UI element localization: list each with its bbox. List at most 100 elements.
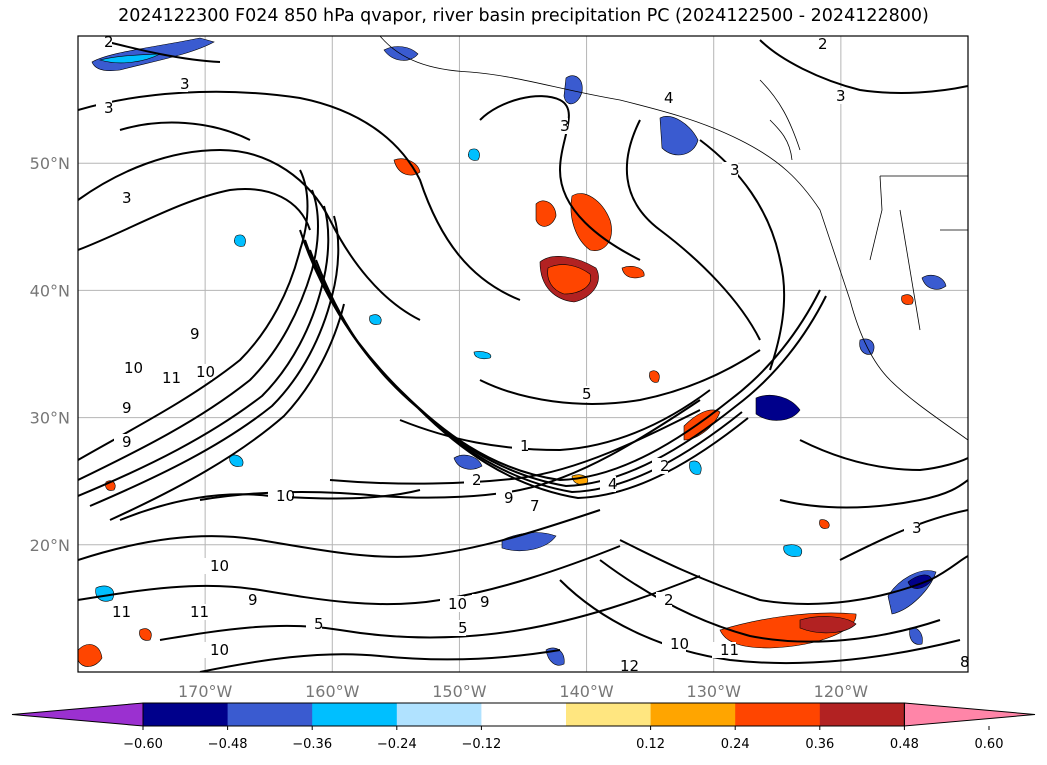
contour-label: 9 xyxy=(190,325,200,343)
contour-label: 7 xyxy=(530,497,540,515)
contour-label-bg xyxy=(104,604,128,620)
contour-label: 9 xyxy=(480,593,490,611)
contour-label: 2 xyxy=(664,591,674,609)
lon-tick-label: 150°W xyxy=(432,682,487,701)
colorbar-tick-label: 0.24 xyxy=(721,737,750,752)
colorbar-extend-low xyxy=(11,702,144,727)
contour-label: 10 xyxy=(448,595,467,613)
contour-label: 10 xyxy=(670,635,689,653)
contour-label-bg xyxy=(464,472,480,488)
contour-label-bg xyxy=(574,386,590,402)
contour-label-bg xyxy=(512,438,528,454)
colorbar-segment xyxy=(143,703,229,726)
contour-label: 8 xyxy=(960,653,970,671)
contour-label-bg xyxy=(600,476,616,492)
contour-label: 3 xyxy=(122,189,132,207)
colorbar-segment xyxy=(735,703,821,726)
contour-label-bg xyxy=(116,360,140,376)
colorbar-tick-label: 0.48 xyxy=(890,737,919,752)
colorbar-segment xyxy=(819,703,905,726)
colorbar-tick-label: 0.60 xyxy=(975,737,1004,752)
lon-tick-label: 170°W xyxy=(178,682,233,701)
colorbar: −0.60 −0.48 −0.36 −0.24 −0.12 0.12 0.24 0.36 0.4… xyxy=(11,702,1036,752)
lat-tick-label: 50°N xyxy=(30,154,70,173)
map-frame xyxy=(77,35,969,673)
colorbar-segment xyxy=(566,703,652,726)
colorbar-segment xyxy=(481,703,567,726)
contour-label: 5 xyxy=(458,619,468,637)
contour-label-bg xyxy=(522,498,538,514)
contour-label-bg xyxy=(182,604,206,620)
colorbar-tick-label: 0.36 xyxy=(805,737,834,752)
contour-label-bg xyxy=(202,558,226,574)
contour-label: 4 xyxy=(608,475,618,493)
contour-label-bg xyxy=(472,594,488,610)
contour-label-bg xyxy=(810,36,826,52)
contour-label-bg xyxy=(188,364,212,380)
lon-tick-label: 130°W xyxy=(687,682,742,701)
contour-label-bg xyxy=(662,636,686,652)
colorbar-extend-high xyxy=(903,702,1036,727)
contour-label-bg xyxy=(952,654,968,670)
contour-label-bg xyxy=(656,90,672,106)
contour-label-bg xyxy=(202,642,226,658)
lon-tick-label: 120°W xyxy=(814,682,869,701)
contour-label: 3 xyxy=(730,161,740,179)
colorbar-tick-label: −0.60 xyxy=(123,737,163,752)
contour-label: 3 xyxy=(912,519,922,537)
colorbar-segment xyxy=(227,703,313,726)
contour-label: 10 xyxy=(210,641,229,659)
contour-label: 12 xyxy=(620,657,639,675)
contour-label-bg xyxy=(96,100,112,116)
contour-label-bg xyxy=(828,88,844,104)
contour-label-bg xyxy=(240,592,256,608)
colorbar-segment xyxy=(650,703,736,726)
contour-label: 9 xyxy=(248,591,258,609)
contour-label: 10 xyxy=(210,557,229,575)
contour-label: 2 xyxy=(818,35,828,53)
contour-label: 2 xyxy=(660,457,670,475)
contour-label-bg xyxy=(904,520,920,536)
contour-label: 2 xyxy=(104,33,114,51)
contour-label-bg xyxy=(722,162,738,178)
contour-label: 2 xyxy=(472,471,482,489)
contour-label-bg xyxy=(440,596,464,612)
contour-label-bg xyxy=(96,36,112,50)
colorbar-tick-label: −0.48 xyxy=(208,737,248,752)
contour-label-bg xyxy=(114,434,130,450)
contour-label: 11 xyxy=(162,369,181,387)
contour-label-bg xyxy=(306,616,322,632)
contour-label-bg xyxy=(712,642,736,658)
contour-label-bg xyxy=(182,326,198,342)
contour-label-bg xyxy=(172,76,188,92)
colorbar-segment xyxy=(312,703,398,726)
qvapor-contours xyxy=(78,39,968,672)
colorbar-tick-label: 0.12 xyxy=(636,737,665,752)
contour-label: 4 xyxy=(664,89,674,107)
latitude-tick-labels: 50°N 40°N 30°N 20°N xyxy=(30,154,70,555)
contour-label: 10 xyxy=(124,359,143,377)
longitude-tick-labels: 170°W 160°W 150°W 140°W 130°W 120°W xyxy=(178,682,868,701)
contour-label: 11 xyxy=(112,603,131,621)
chart-title: 2024122300 F024 850 hPa qvapor, river ba… xyxy=(118,6,929,26)
colorbar-segment xyxy=(396,703,482,726)
lat-tick-label: 30°N xyxy=(30,409,70,428)
contour-label: 10 xyxy=(196,363,215,381)
contour-label: 9 xyxy=(122,399,132,417)
map-background xyxy=(78,36,968,672)
contour-label-bg xyxy=(496,490,512,506)
contour-label-bg xyxy=(114,190,130,206)
colorbar-frame xyxy=(142,702,905,727)
contour-label: 3 xyxy=(180,75,190,93)
contour-label: 10 xyxy=(276,487,295,505)
lon-tick-label: 140°W xyxy=(559,682,614,701)
contour-label-bg xyxy=(450,620,466,636)
colorbar-tick-label: −0.12 xyxy=(461,737,501,752)
contour-label: 3 xyxy=(104,99,114,117)
contour-label-bg xyxy=(114,400,130,416)
contour-label-bg xyxy=(652,458,668,474)
contour-label: 11 xyxy=(720,641,739,659)
